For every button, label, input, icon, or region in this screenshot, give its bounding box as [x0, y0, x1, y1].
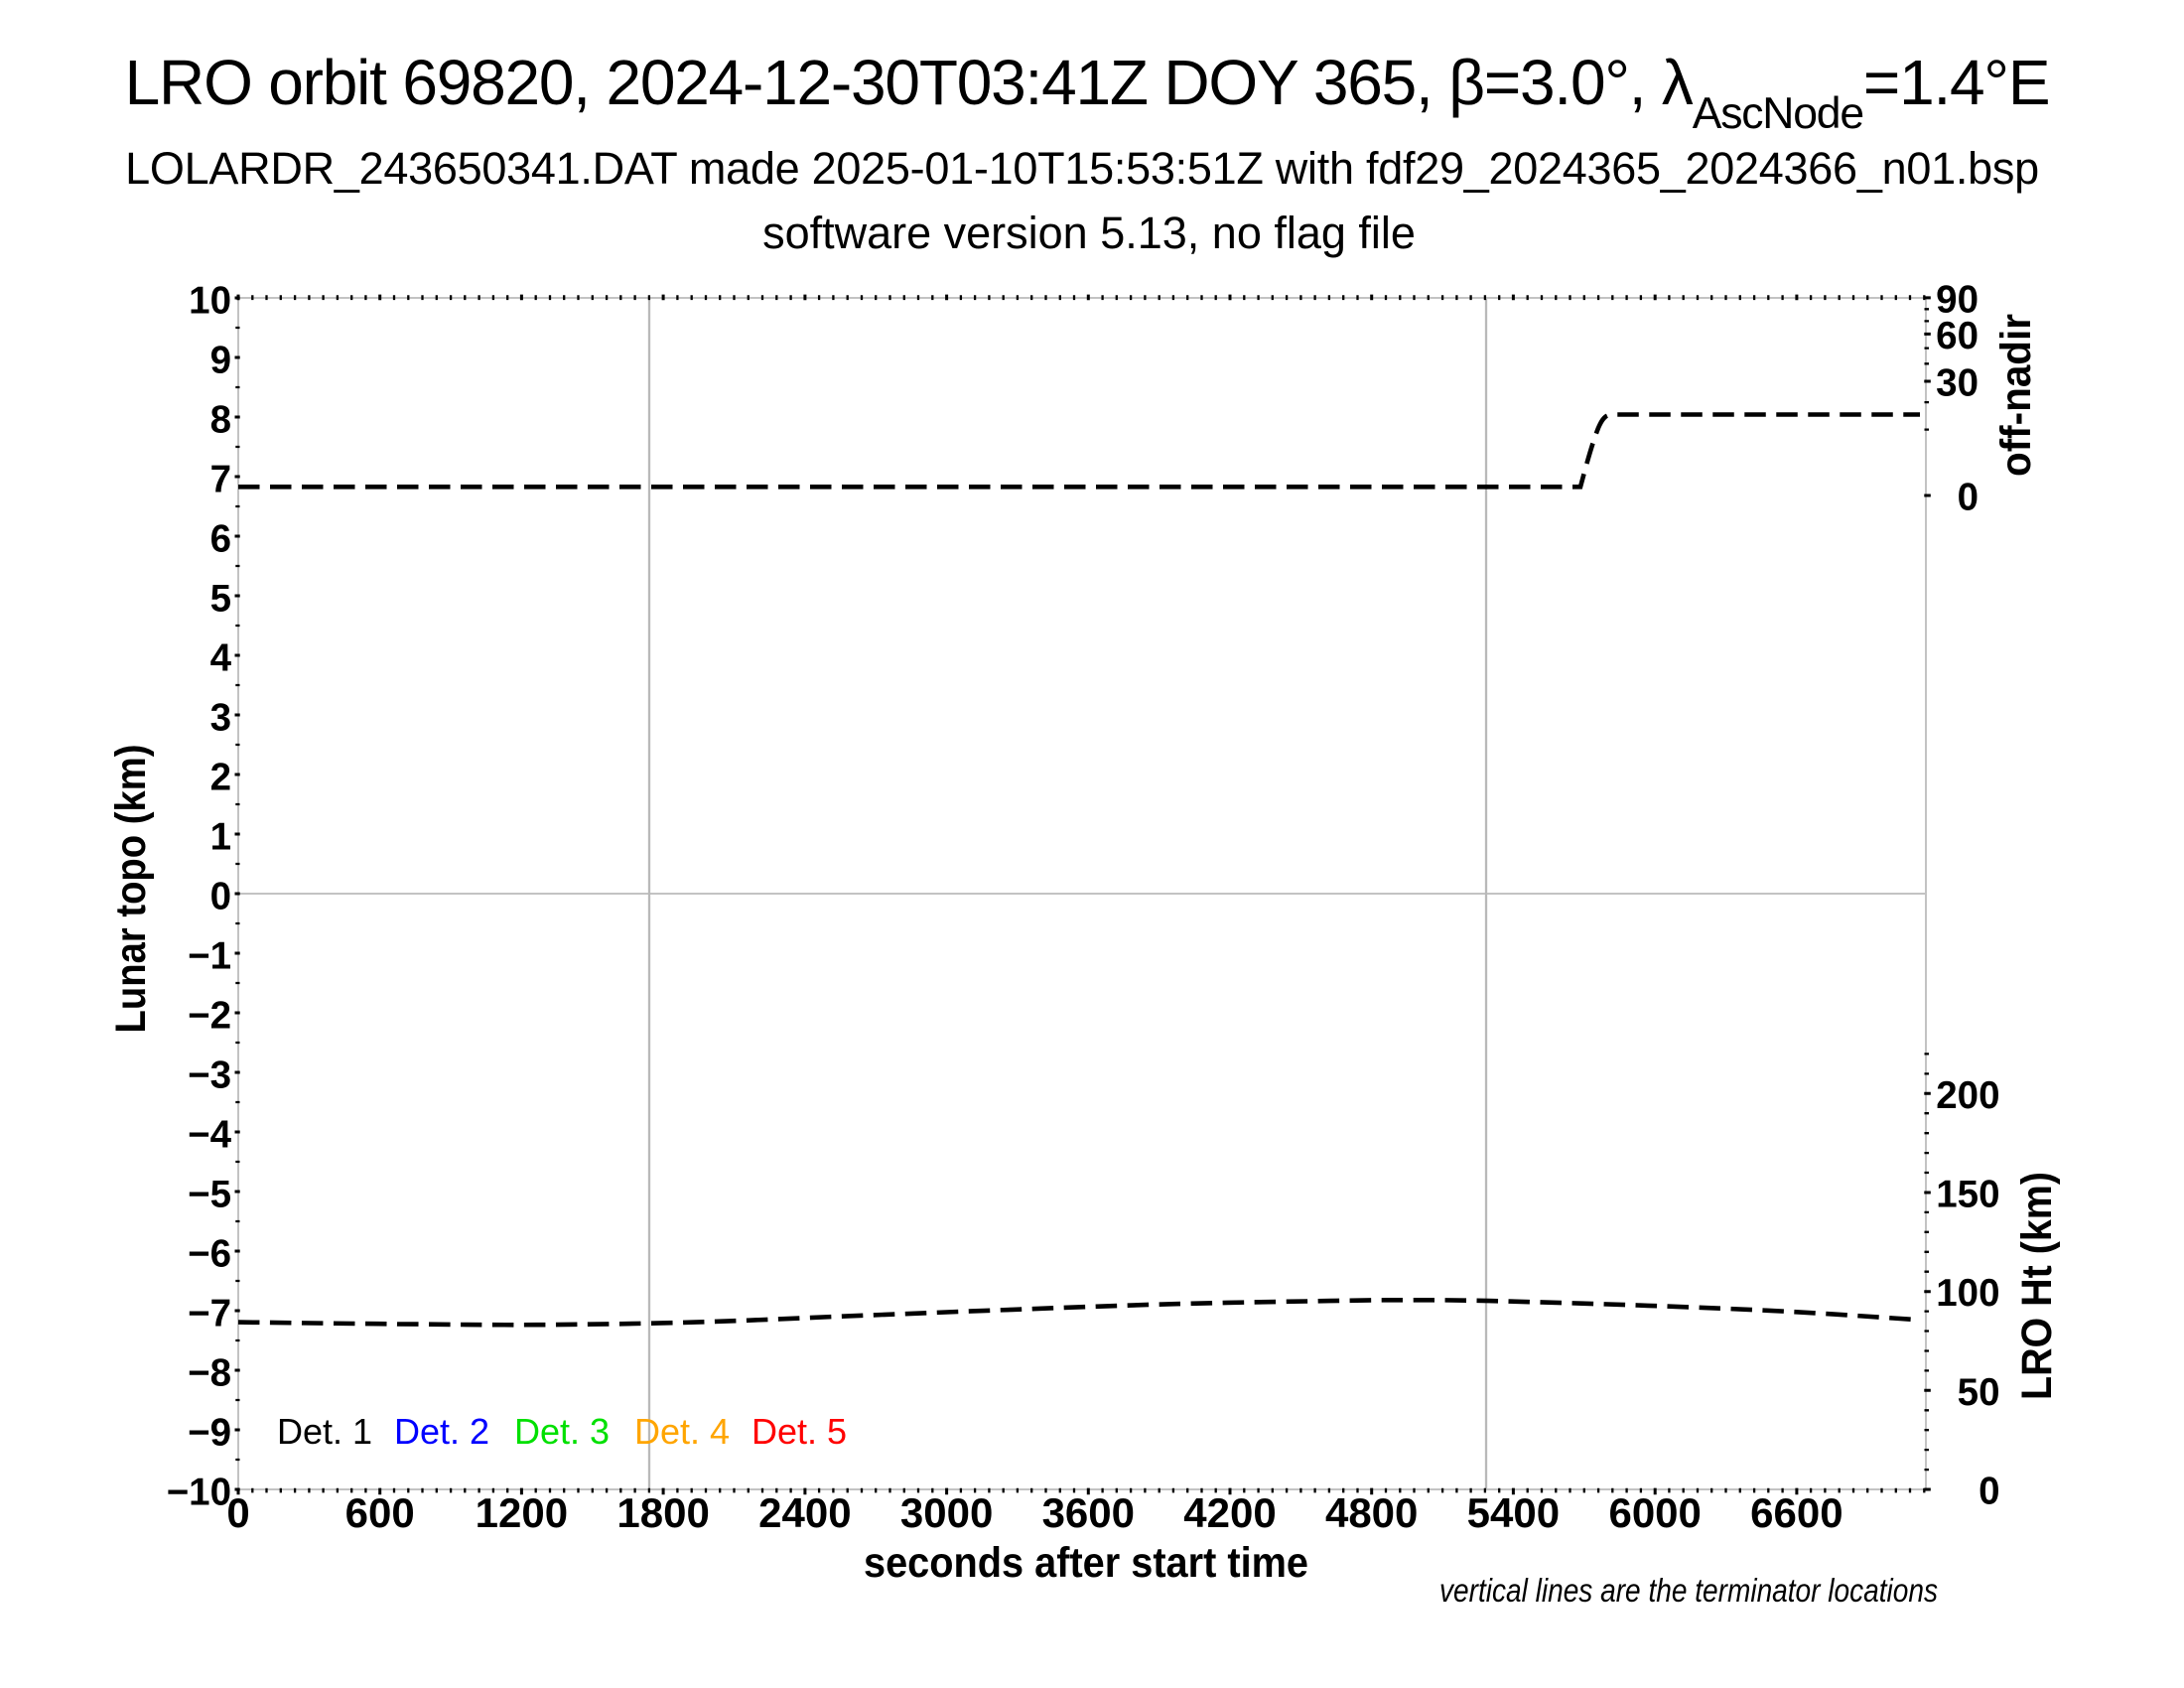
svg-text:10: 10 — [189, 280, 231, 323]
svg-text:1800: 1800 — [616, 1489, 709, 1536]
svg-text:Det. 1: Det. 1 — [277, 1411, 372, 1452]
svg-text:3: 3 — [210, 697, 231, 740]
svg-text:off-nadir: off-nadir — [1992, 314, 2040, 477]
svg-text:9: 9 — [210, 340, 231, 382]
svg-text:LOLARDR_243650341.DAT made 202: LOLARDR_243650341.DAT made 2025-01-10T15… — [125, 143, 2039, 194]
svg-text:−8: −8 — [188, 1352, 231, 1395]
svg-text:seconds after start time: seconds after start time — [864, 1539, 1308, 1587]
svg-text:100: 100 — [1936, 1272, 1999, 1315]
svg-text:3000: 3000 — [900, 1489, 993, 1536]
svg-text:0: 0 — [1958, 477, 1979, 519]
svg-text:−1: −1 — [188, 935, 231, 978]
svg-text:1200: 1200 — [476, 1489, 568, 1536]
svg-text:vertical lines are the termina: vertical lines are the terminator locati… — [1439, 1572, 1938, 1609]
svg-text:Det. 5: Det. 5 — [751, 1411, 847, 1452]
svg-text:Det. 3: Det. 3 — [514, 1411, 610, 1452]
svg-text:3600: 3600 — [1042, 1489, 1135, 1536]
svg-text:Det. 4: Det. 4 — [634, 1411, 730, 1452]
svg-text:0: 0 — [226, 1489, 249, 1536]
svg-text:−2: −2 — [188, 995, 231, 1038]
svg-text:−6: −6 — [188, 1233, 231, 1276]
svg-text:7: 7 — [210, 459, 231, 501]
svg-text:Det. 2: Det. 2 — [394, 1411, 489, 1452]
svg-text:2400: 2400 — [758, 1489, 851, 1536]
svg-text:4200: 4200 — [1183, 1489, 1276, 1536]
svg-text:−9: −9 — [188, 1412, 231, 1455]
svg-text:50: 50 — [1958, 1371, 2000, 1414]
svg-text:6600: 6600 — [1750, 1489, 1843, 1536]
svg-text:1: 1 — [210, 816, 231, 859]
svg-text:0: 0 — [1979, 1471, 1999, 1513]
svg-text:5: 5 — [210, 578, 231, 621]
svg-text:4: 4 — [210, 637, 232, 680]
svg-text:0: 0 — [210, 876, 231, 918]
svg-text:2: 2 — [210, 757, 231, 799]
svg-text:4800: 4800 — [1325, 1489, 1418, 1536]
svg-text:600: 600 — [345, 1489, 415, 1536]
svg-text:200: 200 — [1936, 1074, 1999, 1117]
svg-text:90: 90 — [1936, 278, 1979, 321]
svg-text:−3: −3 — [188, 1055, 231, 1097]
svg-text:LRO Ht (km): LRO Ht (km) — [2013, 1172, 2061, 1400]
svg-text:−4: −4 — [188, 1114, 231, 1157]
svg-text:150: 150 — [1936, 1174, 1999, 1216]
svg-text:Lunar topo (km): Lunar topo (km) — [107, 745, 155, 1034]
svg-text:6: 6 — [210, 518, 231, 561]
svg-text:−7: −7 — [188, 1293, 231, 1336]
svg-text:5400: 5400 — [1467, 1489, 1560, 1536]
svg-text:6000: 6000 — [1608, 1489, 1701, 1536]
svg-text:−10: −10 — [167, 1472, 231, 1514]
svg-text:software version 5.13, no flag: software version 5.13, no flag file — [762, 208, 1416, 258]
svg-text:60: 60 — [1936, 315, 1979, 357]
svg-text:−5: −5 — [188, 1174, 231, 1216]
svg-text:30: 30 — [1936, 362, 1979, 405]
svg-text:8: 8 — [210, 399, 231, 442]
